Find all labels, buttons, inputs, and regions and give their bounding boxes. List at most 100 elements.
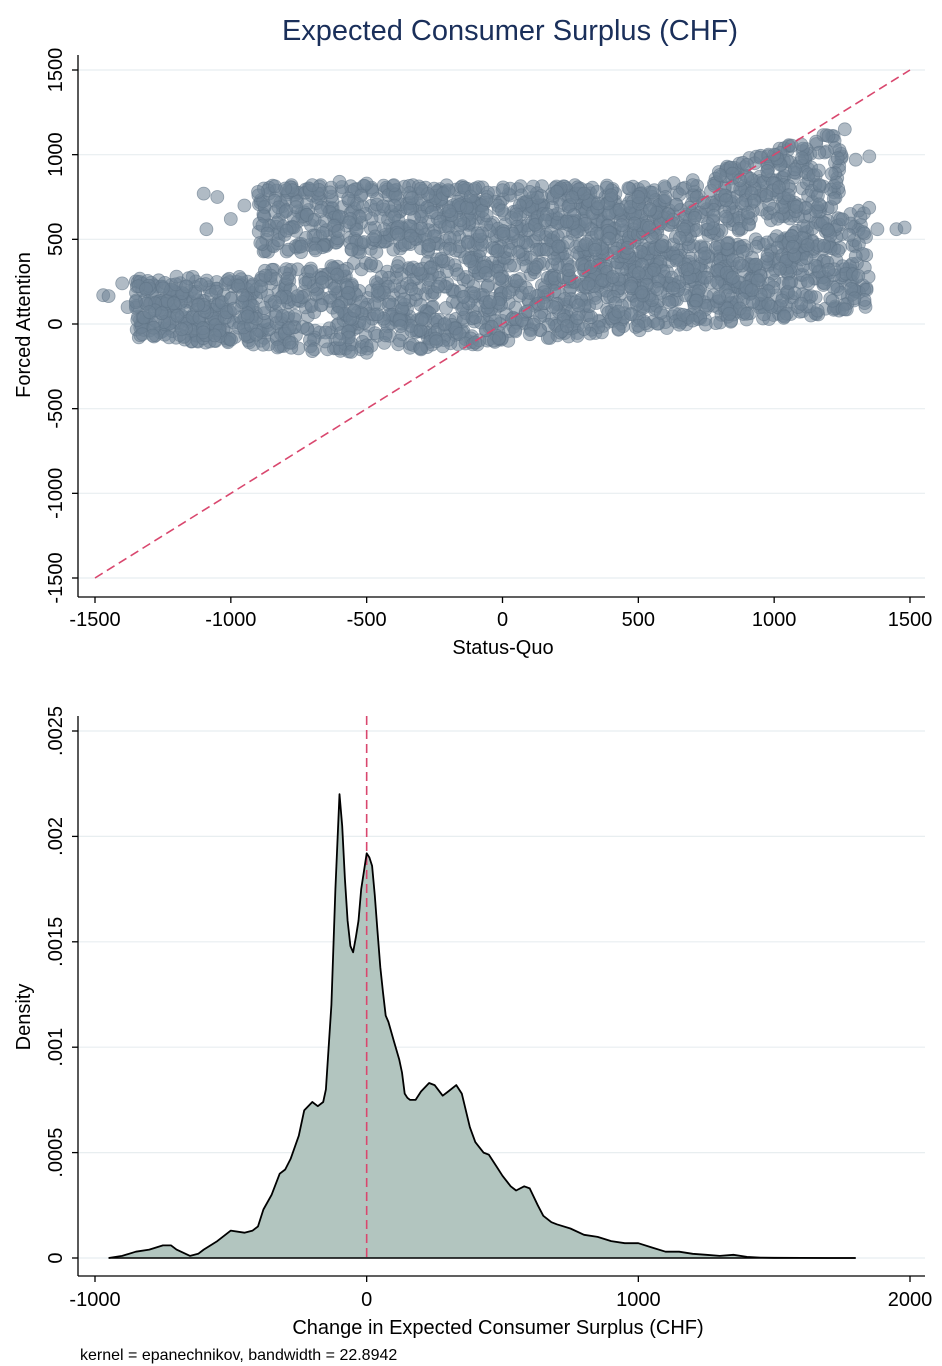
scatter-point bbox=[685, 178, 700, 193]
scatter-point bbox=[404, 282, 419, 297]
scatter-point bbox=[719, 193, 733, 208]
scatter-point bbox=[341, 286, 356, 300]
density-panel: -1000 0 1000 2000 0.0005.001.0015.002.0025 … bbox=[13, 706, 932, 1364]
density-y-tick-label: .0005 bbox=[45, 1128, 67, 1178]
scatter-point bbox=[289, 200, 303, 215]
scatter-point bbox=[689, 190, 704, 205]
scatter-point bbox=[824, 166, 839, 181]
scatter-point bbox=[484, 319, 499, 334]
scatter-point bbox=[441, 183, 456, 198]
scatter-point bbox=[386, 178, 401, 193]
scatter-point bbox=[631, 318, 646, 333]
scatter-point bbox=[581, 276, 596, 291]
scatter-point bbox=[669, 253, 684, 268]
equality-reference-line bbox=[94, 69, 911, 579]
scatter-point bbox=[482, 294, 497, 309]
scatter-point bbox=[442, 204, 457, 219]
scatter-y-tick-label: 0 bbox=[45, 318, 67, 329]
scatter-point bbox=[522, 184, 537, 199]
scatter-point bbox=[344, 344, 359, 359]
scatter-point bbox=[267, 295, 282, 309]
chart-title: Expected Consumer Surplus (CHF) bbox=[282, 15, 738, 47]
kernel-note: kernel = epanechnikov, bandwidth = 22.89… bbox=[80, 1347, 397, 1364]
scatter-point bbox=[740, 306, 754, 321]
scatter-point bbox=[645, 185, 659, 200]
scatter-point bbox=[842, 227, 856, 242]
scatter-point bbox=[479, 193, 494, 208]
scatter-point bbox=[759, 188, 774, 203]
scatter-point bbox=[342, 215, 357, 230]
scatter-point bbox=[655, 238, 669, 253]
scatter-point bbox=[294, 239, 309, 254]
scatter-point bbox=[794, 296, 809, 311]
scatter-point bbox=[848, 152, 863, 167]
scatter-point bbox=[701, 216, 715, 231]
scatter-point bbox=[179, 279, 194, 294]
scatter-point bbox=[799, 251, 814, 266]
scatter-point bbox=[870, 222, 885, 237]
scatter-point bbox=[249, 327, 264, 342]
scatter-point bbox=[634, 285, 649, 300]
scatter-point bbox=[347, 303, 362, 318]
scatter-point bbox=[747, 193, 762, 208]
scatter-point bbox=[456, 290, 471, 304]
scatter-point bbox=[862, 200, 877, 215]
scatter-point bbox=[789, 199, 804, 214]
scatter-point bbox=[354, 188, 369, 203]
scatter-point bbox=[509, 274, 524, 289]
scatter-point bbox=[390, 259, 405, 274]
density-curve bbox=[108, 793, 856, 1259]
scatter-point bbox=[522, 327, 537, 342]
scatter-point bbox=[460, 235, 475, 250]
scatter-point bbox=[642, 220, 656, 235]
scatter-point bbox=[495, 183, 510, 198]
scatter-point bbox=[857, 226, 872, 241]
scatter-point bbox=[253, 235, 268, 250]
scatter-point bbox=[209, 284, 224, 299]
scatter-point bbox=[318, 334, 333, 349]
scatter-point bbox=[237, 198, 252, 213]
scatter-point bbox=[414, 342, 428, 357]
scatter-point bbox=[207, 328, 222, 343]
scatter-y-axis-label: Forced Attention bbox=[13, 252, 35, 398]
scatter-point bbox=[281, 242, 296, 257]
scatter-point bbox=[624, 279, 638, 294]
scatter-point bbox=[821, 262, 836, 277]
scatter-point bbox=[490, 243, 505, 258]
scatter-point bbox=[753, 150, 768, 165]
scatter-point bbox=[897, 220, 912, 235]
scatter-point bbox=[374, 269, 389, 284]
scatter-point bbox=[611, 322, 626, 336]
scatter-point bbox=[680, 262, 695, 277]
scatter-point bbox=[364, 256, 379, 271]
scatter-point bbox=[732, 256, 747, 271]
scatter-point bbox=[746, 294, 760, 309]
scatter-point bbox=[268, 308, 283, 323]
scatter-point bbox=[565, 190, 580, 205]
density-y-ticks: 0 .0005 .001 .0015 .002 .0025 bbox=[45, 706, 78, 1264]
scatter-point bbox=[305, 344, 320, 359]
scatter-point bbox=[279, 223, 294, 238]
scatter-point bbox=[501, 285, 516, 300]
scatter-point bbox=[785, 239, 800, 254]
scatter-point bbox=[795, 151, 809, 166]
scatter-point bbox=[359, 345, 374, 360]
density-y-tick-label: .001 bbox=[45, 1028, 67, 1067]
scatter-x-tick-label: 500 bbox=[622, 609, 655, 631]
scatter-point bbox=[128, 295, 143, 309]
scatter-point bbox=[812, 197, 827, 212]
scatter-x-tick-label: 1500 bbox=[888, 609, 933, 631]
scatter-point bbox=[760, 164, 775, 178]
scatter-point bbox=[740, 157, 754, 172]
scatter-y-tick-label: 1500 bbox=[45, 48, 67, 93]
scatter-point bbox=[341, 191, 356, 206]
scatter-point bbox=[712, 168, 727, 182]
scatter-point bbox=[194, 277, 208, 292]
scatter-point bbox=[472, 229, 487, 243]
scatter-point bbox=[800, 238, 815, 253]
scatter-point bbox=[658, 190, 673, 204]
scatter-point bbox=[101, 289, 116, 304]
scatter-point bbox=[430, 279, 445, 294]
scatter-point bbox=[356, 235, 371, 249]
